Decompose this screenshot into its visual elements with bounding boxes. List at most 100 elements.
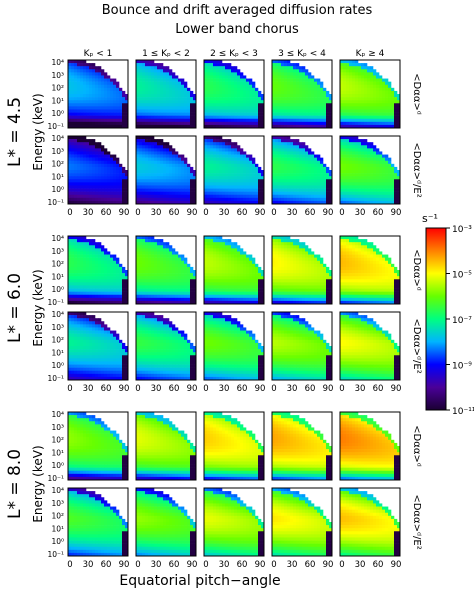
heatmap-cell bbox=[213, 148, 217, 152]
heatmap-cell bbox=[370, 200, 374, 205]
heatmap-cell bbox=[107, 173, 111, 177]
heatmap-cell bbox=[237, 197, 241, 202]
heatmap-cell bbox=[148, 200, 152, 205]
heatmap-cell bbox=[346, 176, 350, 180]
panel-frame bbox=[135, 235, 197, 305]
heatmap-cell bbox=[187, 197, 191, 202]
heatmap-cell bbox=[207, 72, 211, 76]
heatmap-cell bbox=[122, 279, 126, 283]
heatmap-cell bbox=[296, 151, 300, 155]
heatmap-cell bbox=[193, 270, 197, 274]
heatmap-cell bbox=[74, 263, 78, 268]
heatmap-cell bbox=[77, 63, 81, 67]
heatmap-cell bbox=[243, 106, 247, 110]
heatmap-cell bbox=[278, 136, 282, 140]
heatmap-cell bbox=[125, 282, 129, 286]
heatmap-cell bbox=[278, 97, 282, 101]
heatmap-cell bbox=[228, 266, 232, 271]
heatmap-cell bbox=[287, 136, 291, 140]
heatmap-cell bbox=[157, 139, 161, 143]
heatmap-cell bbox=[160, 78, 164, 82]
heatmap-cell bbox=[86, 166, 90, 171]
heatmap-cell bbox=[204, 163, 208, 168]
heatmap-cell bbox=[385, 194, 389, 199]
heatmap-cell bbox=[376, 84, 380, 89]
heatmap-cell bbox=[157, 66, 161, 70]
heatmap-cell bbox=[222, 72, 226, 76]
heatmap-cell bbox=[122, 185, 126, 189]
heatmap-cell bbox=[290, 69, 294, 73]
heatmap-cell bbox=[364, 81, 368, 86]
heatmap-cell bbox=[178, 179, 182, 183]
heatmap-cell bbox=[68, 160, 72, 165]
heatmap-cell bbox=[187, 173, 191, 177]
heatmap-cell bbox=[216, 266, 220, 271]
heatmap-cell bbox=[169, 173, 173, 177]
heatmap-cell bbox=[231, 276, 235, 280]
heatmap-cell bbox=[391, 176, 395, 180]
heatmap-cell bbox=[219, 109, 223, 113]
heatmap-cell bbox=[326, 191, 330, 196]
heatmap-cell bbox=[243, 254, 247, 258]
heatmap-cell bbox=[240, 160, 244, 165]
heatmap-cell bbox=[204, 300, 208, 305]
heatmap-cell bbox=[166, 118, 170, 123]
heatmap-cell bbox=[219, 106, 223, 110]
heatmap-cell bbox=[160, 145, 164, 149]
heatmap-cell bbox=[367, 191, 371, 196]
heatmap-cell bbox=[154, 142, 158, 146]
heatmap-cell bbox=[249, 87, 253, 92]
heatmap-cell bbox=[166, 90, 170, 95]
heatmap-cell bbox=[166, 188, 170, 192]
heatmap-cell bbox=[151, 248, 155, 252]
heatmap-cell bbox=[234, 266, 238, 271]
heatmap-cell bbox=[204, 248, 208, 252]
heatmap-cell bbox=[125, 188, 129, 192]
heatmap-cell bbox=[302, 191, 306, 196]
heatmap-cell bbox=[261, 197, 265, 202]
heatmap-cell bbox=[172, 179, 176, 183]
heatmap-cell bbox=[275, 239, 279, 243]
heatmap-cell bbox=[243, 257, 247, 262]
heatmap-cell bbox=[95, 151, 99, 155]
heatmap-cell bbox=[71, 157, 75, 162]
heatmap-cell bbox=[213, 188, 217, 192]
heatmap-cell bbox=[222, 266, 226, 271]
heatmap-cell bbox=[225, 273, 229, 277]
heatmap-cell bbox=[101, 154, 105, 158]
heatmap-cell bbox=[364, 179, 368, 183]
heatmap-cell bbox=[136, 279, 140, 283]
heatmap-cell bbox=[234, 118, 238, 123]
heatmap-cell bbox=[98, 263, 102, 268]
heatmap-cell bbox=[370, 90, 374, 95]
heatmap-cell bbox=[122, 90, 126, 95]
heatmap-cell bbox=[278, 151, 282, 155]
heatmap-cell bbox=[349, 72, 353, 76]
heatmap-cell bbox=[275, 142, 279, 146]
heatmap-cell bbox=[225, 90, 229, 95]
heatmap-cell bbox=[317, 157, 321, 162]
heatmap-cell bbox=[95, 173, 99, 177]
heatmap-cell bbox=[231, 69, 235, 73]
heatmap-cell bbox=[343, 94, 347, 98]
heatmap-cell bbox=[296, 69, 300, 73]
heatmap-cell bbox=[145, 197, 149, 202]
heatmap-cell bbox=[326, 173, 330, 177]
heatmap-cell bbox=[213, 300, 217, 305]
panel-frame bbox=[203, 235, 265, 305]
heatmap-cell bbox=[278, 100, 282, 104]
heatmap-cell bbox=[219, 294, 223, 299]
heatmap-cell bbox=[287, 78, 291, 82]
heatmap-cell bbox=[293, 90, 297, 95]
heatmap-cell bbox=[323, 94, 327, 98]
heatmap-cell bbox=[89, 166, 93, 171]
heatmap-cell bbox=[104, 179, 108, 183]
heatmap-cell bbox=[116, 266, 120, 271]
heatmap-cell bbox=[305, 176, 309, 180]
heatmap-cell bbox=[190, 273, 194, 277]
heatmap-cell bbox=[92, 257, 96, 262]
heatmap-cell bbox=[204, 263, 208, 268]
heatmap-cell bbox=[98, 291, 102, 296]
heatmap-cell bbox=[287, 151, 291, 155]
heatmap-cell bbox=[95, 109, 99, 113]
